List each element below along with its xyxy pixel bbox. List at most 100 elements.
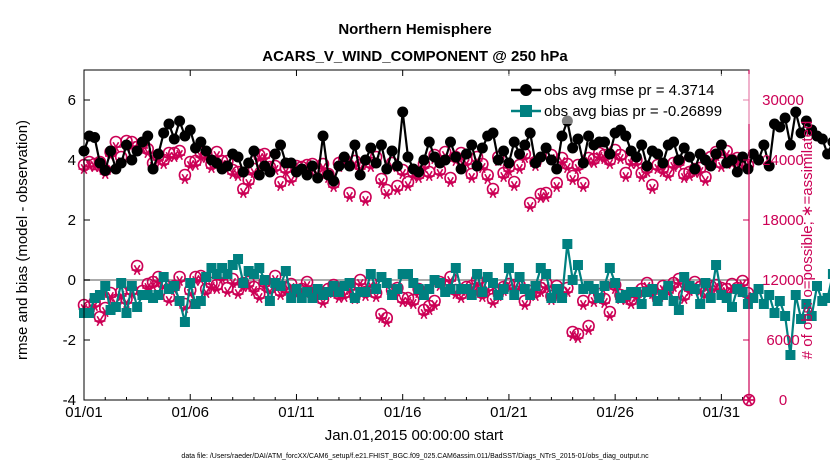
count-assimilated-point [487, 187, 499, 199]
rmse-point [476, 142, 488, 154]
bias-point [482, 272, 493, 282]
rmse-point [572, 133, 584, 145]
asterisk-stroke [664, 170, 672, 182]
bias-point [365, 269, 376, 279]
rmse-point [375, 139, 387, 151]
count-assimilated-point [519, 299, 531, 311]
asterisk-stroke [606, 158, 614, 170]
rmse-point [498, 145, 510, 157]
bias-point [434, 278, 445, 288]
asterisk-stroke [638, 171, 646, 183]
asterisk-stroke [160, 158, 168, 170]
bias-point [270, 278, 281, 288]
bias-point [339, 281, 350, 291]
asterisk-stroke [404, 296, 412, 308]
asterisk-stroke [362, 195, 369, 207]
rmse-point [455, 163, 467, 175]
rmse-point [492, 154, 504, 166]
asterisk-stroke [484, 173, 492, 185]
bias-point [663, 281, 674, 291]
rmse-point [386, 145, 398, 157]
bias-point [201, 272, 212, 282]
asterisk-stroke [340, 291, 348, 303]
count-assimilated-point [131, 264, 143, 276]
bias-point [827, 269, 830, 279]
count-assimilated-point [179, 173, 191, 185]
bias-point [519, 284, 530, 294]
bias-point [429, 275, 440, 285]
bias-point [418, 290, 429, 300]
asterisk-stroke [574, 332, 582, 344]
bias-point [477, 287, 488, 297]
count-assimilated-point [455, 292, 467, 304]
rmse-point [715, 139, 727, 151]
asterisk-stroke [579, 181, 587, 193]
bias-point [110, 302, 121, 312]
rmse-point [158, 127, 170, 139]
asterisk-stroke [245, 178, 253, 190]
bias-point [695, 299, 706, 309]
bias-point [291, 284, 302, 294]
asterisk-stroke [282, 166, 290, 178]
asterisk-stroke [378, 177, 385, 189]
bias-point [583, 281, 594, 291]
bias-point [440, 287, 451, 297]
rmse-point [705, 160, 717, 172]
bias-point [737, 287, 748, 297]
y-tick-label: 0 [68, 272, 76, 289]
bias-point [689, 284, 700, 294]
bias-point [94, 290, 105, 300]
asterisk-stroke [287, 175, 295, 187]
count-assimilated-point [434, 168, 446, 180]
bias-point [822, 293, 830, 303]
bias-point [89, 293, 100, 303]
bias-point [796, 314, 807, 324]
bias-point [806, 311, 817, 321]
bias-point [413, 284, 424, 294]
count-assimilated-point [514, 163, 526, 175]
bias-point [764, 290, 775, 300]
rmse-point [126, 154, 138, 166]
rmse-point [344, 160, 356, 172]
asterisk-stroke [425, 304, 433, 316]
x-tick-label: 01/06 [171, 404, 209, 421]
y-right-tick-label: 24000 [762, 152, 804, 169]
bias-point [572, 260, 583, 270]
bias-point [551, 284, 562, 294]
asterisk-stroke [537, 286, 545, 298]
asterisk-stroke [181, 173, 189, 185]
y-right-tick-label: 30000 [762, 92, 804, 109]
asterisk-stroke [229, 168, 237, 180]
bias-point [748, 293, 759, 303]
asterisk-stroke [229, 277, 237, 289]
count-assimilated-point [561, 162, 573, 174]
asterisk-stroke [165, 295, 173, 307]
count-assimilated-point [508, 180, 520, 192]
rmse-point [774, 121, 786, 133]
y-tick-label: -2 [63, 332, 76, 349]
bias-point [758, 299, 769, 309]
rmse-point [397, 106, 409, 118]
rmse-point [301, 169, 313, 181]
asterisk-stroke [346, 191, 354, 203]
asterisk-stroke [399, 168, 407, 180]
bias-point [424, 284, 435, 294]
asterisk-stroke [192, 159, 199, 171]
asterisk-stroke [436, 168, 444, 180]
rmse-point [232, 151, 244, 163]
bias-point [588, 284, 599, 294]
rmse-point [381, 163, 393, 175]
asterisk-stroke [468, 172, 476, 184]
rmse-point [360, 154, 372, 166]
rmse-point [317, 130, 329, 142]
rmse-point [147, 163, 159, 175]
count-assimilated-point [243, 178, 255, 190]
bias-point [211, 269, 222, 279]
count-assimilated-point [158, 158, 170, 170]
bias-point [445, 284, 456, 294]
x-tick-label: 01/16 [384, 404, 422, 421]
bias-point [456, 284, 467, 294]
bias-point [450, 263, 461, 273]
rmse-point [668, 136, 680, 148]
bias-point [631, 287, 642, 297]
